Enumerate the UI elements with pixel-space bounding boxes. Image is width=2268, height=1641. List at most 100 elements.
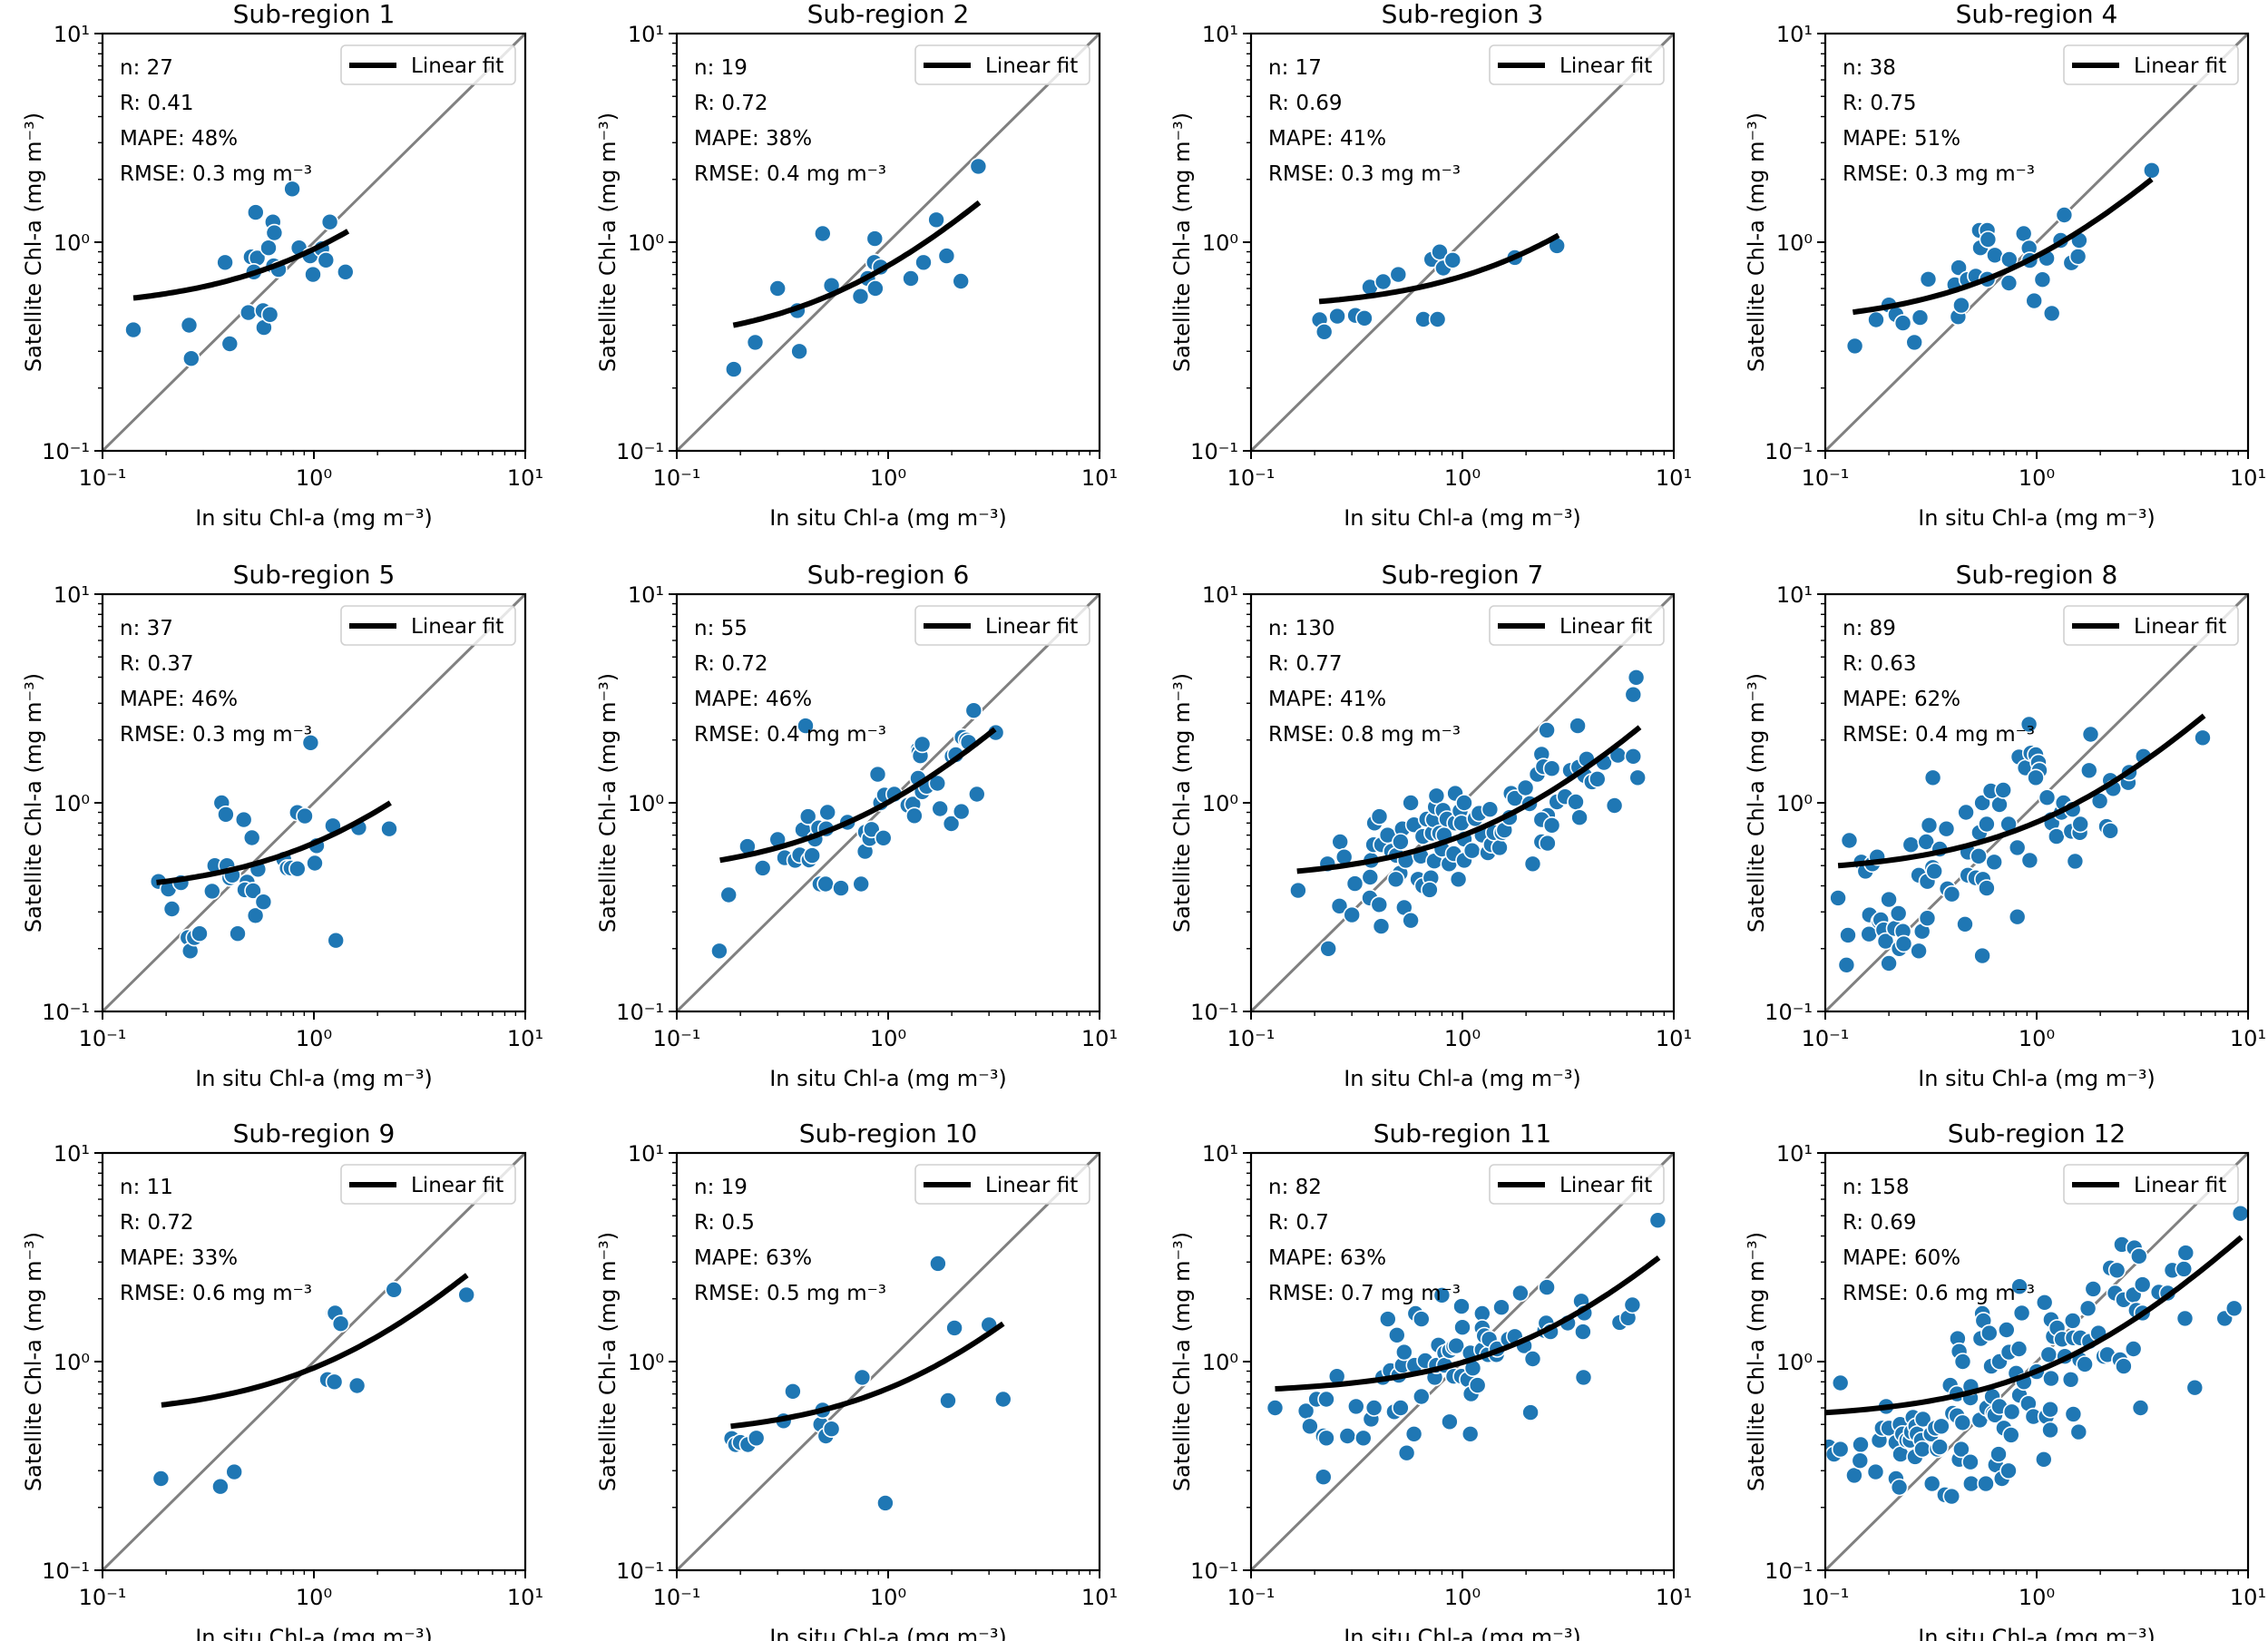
data-point xyxy=(1845,337,1864,356)
stat-rmse: RMSE: 0.6 mg m⁻³ xyxy=(120,1282,312,1305)
panel-title: Sub-region 9 xyxy=(233,1118,396,1148)
data-point xyxy=(1989,1445,2008,1463)
x-tick-label: 10⁰ xyxy=(2019,1585,2055,1610)
data-point xyxy=(260,305,279,324)
legend: Linear fit xyxy=(914,605,1090,646)
x-tick-label: 10⁻¹ xyxy=(1802,1585,1850,1610)
x-tick-label: 10¹ xyxy=(2230,1026,2266,1051)
data-point xyxy=(822,1420,841,1438)
data-point xyxy=(1364,1399,1383,1417)
data-point xyxy=(246,906,265,925)
y-tick-label: 10⁰ xyxy=(1776,230,1813,256)
legend-label: Linear fit xyxy=(411,54,503,78)
data-point xyxy=(832,879,850,897)
data-point xyxy=(797,717,815,735)
scatter-panel-11: Sub-region 11 10⁻¹10⁻¹ 10⁰ 10⁰ 10¹ 10¹ In situ… xyxy=(1169,1118,1692,1641)
y-tick-label: 10⁰ xyxy=(628,1350,664,1375)
data-point xyxy=(1330,896,1349,915)
data-point xyxy=(1923,768,1942,787)
data-point xyxy=(1880,890,1898,909)
data-point xyxy=(2176,1244,2195,1262)
data-point xyxy=(2115,1357,2133,1375)
data-point xyxy=(2048,827,2066,845)
linear-fit-line xyxy=(1852,177,2154,316)
legend-box xyxy=(1489,44,1665,85)
stat-r: R: 0.37 xyxy=(120,652,194,676)
x-axis-label: In situ Chl-a (mg m⁻³) xyxy=(1344,505,1581,531)
y-axis-label: Satellite Chl-a (mg m⁻³) xyxy=(1169,673,1195,933)
legend-label: Linear fit xyxy=(1559,1174,1652,1197)
legend-box xyxy=(914,1164,1090,1205)
data-point xyxy=(710,942,728,961)
data-point xyxy=(2039,1345,2058,1364)
data-point xyxy=(818,803,837,822)
legend: Linear fit xyxy=(340,1164,516,1205)
data-point xyxy=(1361,868,1380,886)
data-point xyxy=(1942,1487,1961,1506)
data-point xyxy=(1911,308,1930,327)
data-point xyxy=(1985,853,2003,872)
data-point xyxy=(913,735,932,754)
data-point xyxy=(336,262,355,281)
x-tick-label: 10¹ xyxy=(2230,465,2266,491)
stat-r: R: 0.75 xyxy=(1843,92,1917,115)
data-point xyxy=(813,224,832,243)
data-point xyxy=(1491,838,1509,857)
scatter-panel-3: Sub-region 3 10⁻¹10⁻¹ 10⁰ 10⁰ 10¹ 10¹ In situ … xyxy=(1169,0,1692,531)
panel-title: Sub-region 6 xyxy=(807,560,970,590)
data-point xyxy=(2076,1355,2094,1373)
data-point xyxy=(1317,1390,1335,1409)
legend-box xyxy=(340,605,516,646)
legend-box xyxy=(914,605,1090,646)
data-point xyxy=(1893,314,1912,332)
data-point xyxy=(1542,816,1561,835)
panel-title: Sub-region 1 xyxy=(233,0,396,29)
x-tick-label: 10¹ xyxy=(1656,465,1692,491)
data-point xyxy=(1839,926,1857,944)
data-point xyxy=(1962,1474,1980,1493)
data-point xyxy=(1315,322,1334,341)
y-tick-label: 10¹ xyxy=(1776,22,1813,47)
stat-rmse: RMSE: 0.3 mg m⁻³ xyxy=(120,723,312,747)
data-point xyxy=(969,157,988,176)
plot-area xyxy=(1825,34,2248,451)
stat-r: R: 0.69 xyxy=(1268,92,1343,115)
data-point xyxy=(1980,1324,1999,1343)
plot-area xyxy=(1825,1153,2248,1570)
stat-n: n: 19 xyxy=(694,1176,748,1199)
data-point xyxy=(1831,1440,1850,1459)
data-point xyxy=(1441,1412,1459,1431)
plot-area xyxy=(677,1153,1100,1570)
y-axis-label: Satellite Chl-a (mg m⁻³) xyxy=(1744,1232,1769,1491)
stat-mape: MAPE: 60% xyxy=(1843,1246,1960,1270)
data-point xyxy=(301,733,320,752)
panel-title: Sub-region 8 xyxy=(1956,560,2118,590)
data-point xyxy=(182,349,200,368)
data-point xyxy=(1866,1462,1885,1481)
data-point xyxy=(320,212,339,231)
y-tick-label: 10¹ xyxy=(1202,22,1238,47)
panel-title: Sub-region 7 xyxy=(1382,560,1544,590)
data-point xyxy=(2224,1299,2244,1318)
legend-box xyxy=(1489,605,1665,646)
panel-title: Sub-region 5 xyxy=(233,560,396,590)
data-point xyxy=(1919,269,1938,288)
one-to-one-line xyxy=(677,1153,1100,1570)
data-point xyxy=(1978,879,1996,897)
data-point xyxy=(1481,800,1500,819)
x-axis-label: In situ Chl-a (mg m⁻³) xyxy=(769,1066,1007,1091)
data-point xyxy=(239,303,258,322)
data-point xyxy=(2020,851,2039,870)
scatter-panel-2: Sub-region 2 10⁻¹10⁻¹ 10⁰ 10⁰ 10¹ 10¹ In situ … xyxy=(595,0,1118,531)
stat-r: R: 0.7 xyxy=(1268,1211,1329,1235)
data-point xyxy=(1397,1443,1416,1462)
stat-r: R: 0.72 xyxy=(694,92,768,115)
data-point xyxy=(939,1392,957,1410)
y-axis-label: Satellite Chl-a (mg m⁻³) xyxy=(1744,112,1769,372)
data-point xyxy=(2055,206,2074,224)
data-point xyxy=(905,806,924,825)
data-point xyxy=(1392,1399,1410,1417)
scatter-panel-9: Sub-region 9 10⁻¹10⁻¹ 10⁰ 10⁰ 10¹ 10¹ In situ … xyxy=(21,1118,543,1641)
legend-label: Linear fit xyxy=(411,1174,503,1197)
plot-area xyxy=(677,34,1100,451)
